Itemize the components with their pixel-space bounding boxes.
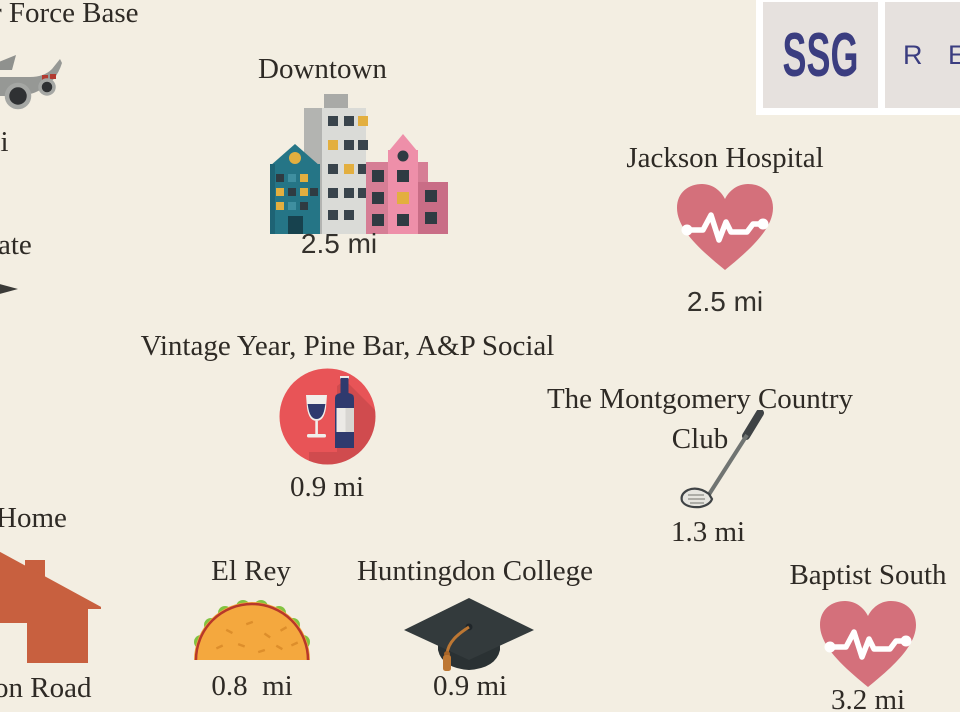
poi-distance-jackson-hospital: 2.5 mi	[686, 286, 764, 317]
poi-distance-country-club: 1.3 mi	[670, 516, 746, 548]
ssg-logo: SSG R E	[756, 0, 960, 115]
ssg-logo-tagline-panel: R E	[885, 2, 960, 108]
poi-sublabel-home-road: on Road	[0, 672, 92, 704]
poi-label-home: Home	[0, 502, 67, 534]
poi-distance-vintage-year: 0.9 mi	[289, 471, 365, 503]
poi-label-downtown: Downtown	[258, 53, 387, 85]
poi-label-el-rey: El Rey	[211, 555, 291, 587]
poi-distance-downtown: 2.5 mi	[300, 228, 378, 259]
taco-icon	[188, 596, 316, 664]
ssg-logo-tagline-fragment: R E	[903, 39, 960, 70]
heart-ekg-icon	[673, 182, 777, 274]
graduation-cap-icon	[402, 594, 536, 676]
arrow-icon	[0, 278, 20, 300]
poi-label-country-club: The Montgomery Country Club	[546, 383, 854, 455]
poi-distance-el-rey: 0.8 mi	[211, 670, 293, 702]
ssg-logo-panel: SSG	[763, 2, 878, 108]
house-icon	[0, 551, 101, 667]
heart-ekg-icon	[816, 598, 920, 692]
city-buildings-icon	[262, 94, 454, 234]
poi-label-baptist-south: Baptist South	[789, 559, 947, 591]
golf-club-icon	[678, 410, 770, 512]
poi-label-jackson-hospital: Jackson Hospital	[626, 142, 824, 174]
poi-distance-baptist-south: 3.2 mi	[830, 684, 906, 716]
wine-icon	[279, 368, 376, 465]
airplane-icon	[0, 50, 66, 112]
ssg-logo-text: SSG	[782, 20, 859, 90]
poi-label-huntingdon-college: Huntingdon College	[356, 555, 593, 587]
poi-label-vintage-year: Vintage Year, Pine Bar, A&P Social	[140, 330, 555, 362]
bottom-white-strip	[0, 712, 960, 720]
poi-distance-air-force-base: mi	[0, 126, 9, 158]
poi-distance-huntingdon-college: 0.9 mi	[432, 670, 508, 702]
poi-label-interstate: ate	[0, 229, 32, 261]
poi-label-air-force-base: r Force Base	[0, 0, 139, 29]
